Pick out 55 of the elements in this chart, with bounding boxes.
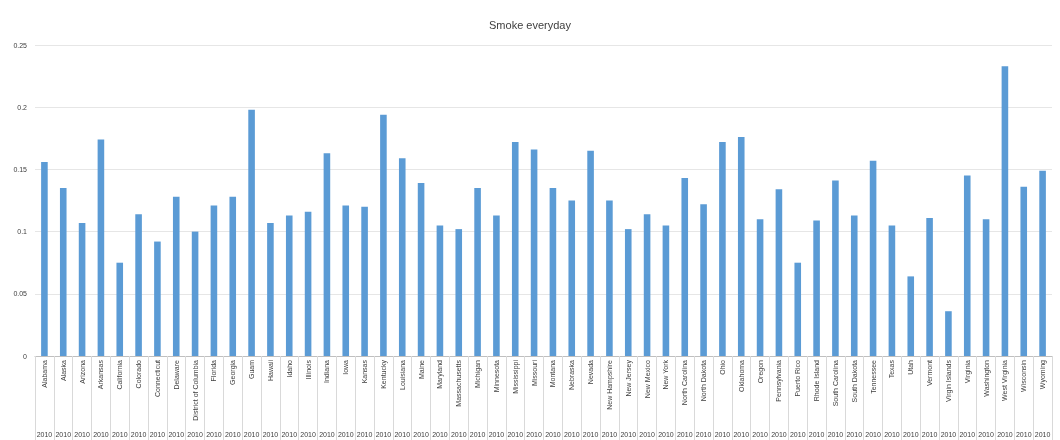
bar bbox=[41, 161, 48, 356]
bar bbox=[869, 160, 877, 356]
bar bbox=[116, 262, 124, 356]
bar bbox=[643, 214, 651, 356]
bar bbox=[945, 311, 952, 356]
bar bbox=[455, 229, 463, 356]
bar bbox=[285, 215, 293, 356]
bar bbox=[700, 204, 707, 356]
bar bbox=[229, 196, 237, 356]
bar bbox=[907, 276, 915, 356]
bar bbox=[606, 200, 613, 356]
bar bbox=[549, 188, 557, 356]
bar bbox=[267, 222, 274, 356]
bar bbox=[681, 178, 689, 356]
bar bbox=[926, 217, 933, 356]
bar bbox=[436, 225, 444, 356]
bar bbox=[587, 150, 594, 356]
bar bbox=[1001, 66, 1009, 356]
bar bbox=[1039, 170, 1046, 356]
bar bbox=[963, 175, 971, 356]
bar bbox=[1020, 186, 1028, 356]
bar bbox=[248, 109, 255, 356]
bar bbox=[568, 200, 576, 356]
bar bbox=[888, 225, 896, 356]
bar bbox=[474, 188, 481, 356]
bar bbox=[794, 262, 802, 356]
bar bbox=[493, 215, 500, 356]
bar bbox=[191, 231, 199, 356]
bar bbox=[982, 219, 990, 356]
bar bbox=[304, 211, 312, 356]
chart-title: Smoke everyday bbox=[489, 18, 572, 31]
bar bbox=[832, 180, 839, 356]
bar bbox=[662, 225, 670, 356]
bar bbox=[511, 142, 519, 356]
bar bbox=[756, 219, 764, 356]
bar bbox=[624, 229, 632, 356]
bar bbox=[210, 205, 218, 356]
bar bbox=[361, 206, 368, 356]
bar bbox=[398, 158, 406, 356]
bar bbox=[775, 189, 783, 356]
bar bbox=[850, 215, 858, 356]
bar bbox=[737, 137, 745, 356]
bar bbox=[78, 222, 86, 356]
bar bbox=[154, 241, 161, 356]
bar bbox=[97, 139, 105, 356]
bar bbox=[135, 214, 142, 356]
bar bbox=[342, 205, 350, 356]
bar bbox=[59, 188, 67, 356]
bar bbox=[417, 183, 425, 356]
bar bbox=[323, 153, 331, 356]
bar bbox=[172, 196, 180, 356]
bar bbox=[380, 114, 387, 356]
bar bbox=[813, 220, 820, 356]
bar bbox=[530, 149, 538, 356]
bar bbox=[719, 142, 726, 356]
